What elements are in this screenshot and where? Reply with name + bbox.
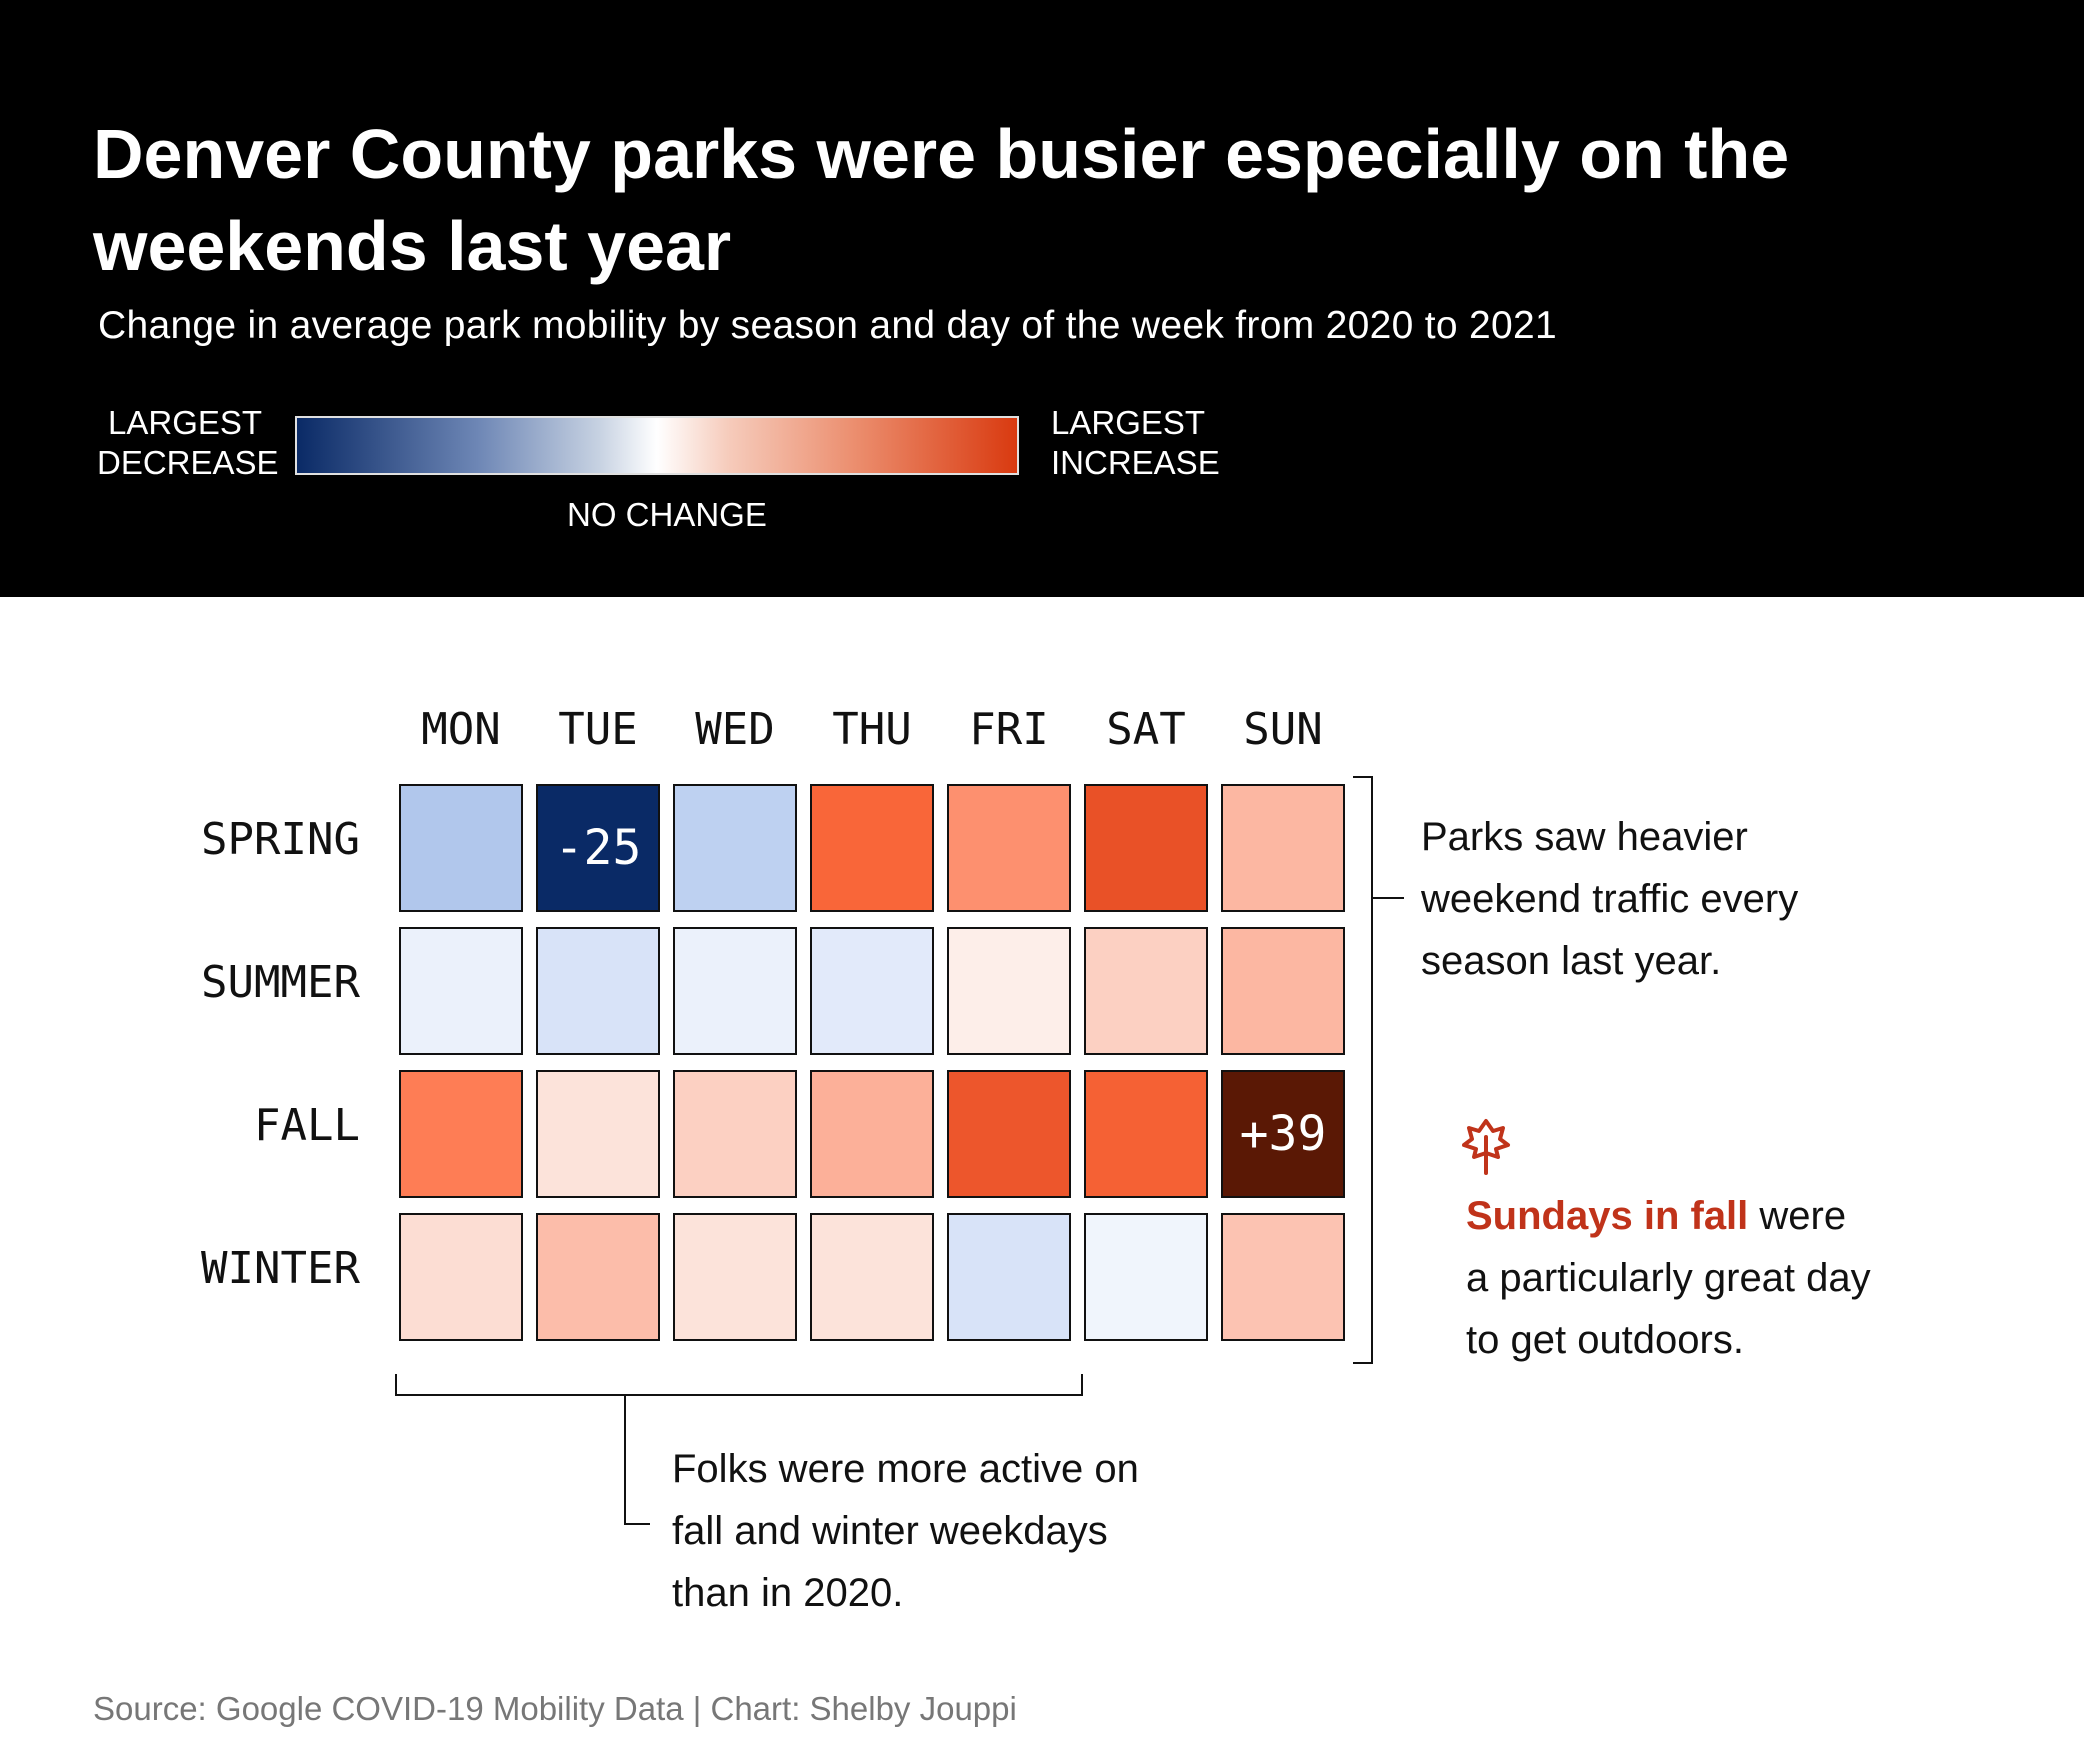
sunday-annotation-line3: to get outdoors.	[1466, 1318, 1744, 1362]
sunday-highlight: Sundays in fall	[1466, 1194, 1749, 1238]
row-label-spring: SPRING	[201, 814, 360, 865]
header-band: Denver County parks were busier especial…	[0, 0, 2084, 597]
weekday-bracket-foot	[624, 1523, 650, 1525]
weekday-annotation-line1: Folks were more active on	[672, 1447, 1139, 1491]
legend-right-line2: INCREASE	[1051, 444, 1220, 481]
column-label-sun: SUN	[1243, 704, 1323, 755]
heatmap-cell-winter-mon	[399, 1213, 523, 1341]
sunday-annotation-line2: a particularly great day	[1466, 1256, 1871, 1300]
heatmap-cell-winter-thu	[810, 1213, 934, 1341]
legend-left-line1: LARGEST	[108, 404, 263, 441]
legend-gradient	[295, 416, 1019, 475]
heatmap-cell-winter-fri	[947, 1213, 1071, 1341]
legend-left-line2: DECREASE	[97, 444, 279, 481]
heatmap-cell-spring-thu	[810, 784, 934, 912]
weekend-bracket-vertical	[1371, 776, 1373, 1364]
row-label-winter: WINTER	[201, 1243, 360, 1294]
heatmap-cell-summer-sat	[1084, 927, 1208, 1055]
heatmap-cell-spring-tue	[536, 784, 660, 912]
weekend-annotation-line2: weekend traffic every	[1421, 877, 1799, 921]
weekday-bracket-right	[1081, 1374, 1083, 1396]
weekend-annotation-line3: season last year.	[1421, 939, 1722, 983]
cell-value-label: +39	[1239, 1106, 1327, 1162]
cell-value-label: -25	[554, 820, 642, 876]
heatmap-cell-spring-sat	[1084, 784, 1208, 912]
chart-title: Denver County parks were busier especial…	[93, 115, 1790, 285]
column-label-mon: MON	[421, 704, 501, 755]
heatmap-cell-fall-sun	[1221, 1070, 1345, 1198]
sunday-annotation-line1: Sundays in fall were	[1466, 1185, 1871, 1247]
heatmap-cell-spring-wed	[673, 784, 797, 912]
heatmap-cell-spring-sun	[1221, 784, 1345, 912]
source-credit: Source: Google COVID-19 Mobility Data | …	[93, 1690, 1017, 1727]
heatmap-cell-summer-sun	[1221, 927, 1345, 1055]
heatmap-cell-summer-wed	[673, 927, 797, 1055]
weekday-bracket-horizontal	[395, 1394, 1083, 1396]
weekday-bracket-left	[395, 1374, 397, 1396]
heatmap-cell-winter-wed	[673, 1213, 797, 1341]
heatmap-cell-spring-fri	[947, 784, 1071, 912]
weekday-annotation-line2: fall and winter weekdays	[672, 1509, 1108, 1553]
weekend-bracket-top	[1353, 776, 1373, 778]
column-label-sat: SAT	[1106, 704, 1186, 755]
column-label-fri: FRI	[969, 704, 1049, 755]
column-label-wed: WED	[695, 704, 775, 755]
heatmap-cell-fall-thu	[810, 1070, 934, 1198]
heatmap-cell-summer-mon	[399, 927, 523, 1055]
sunday-annotation: Sundays in fall were a particularly grea…	[1466, 1185, 1871, 1371]
heatmap-cell-winter-sat	[1084, 1213, 1208, 1341]
row-label-summer: SUMMER	[201, 957, 360, 1008]
weekend-bracket-pointer	[1373, 897, 1404, 899]
legend-left-label: LARGEST DECREASE	[97, 403, 279, 483]
heatmap-cell-winter-sun	[1221, 1213, 1345, 1341]
weekend-annotation: Parks saw heavier weekend traffic every …	[1421, 806, 1798, 992]
column-label-thu: THU	[832, 704, 912, 755]
heatmap-cell-fall-fri	[947, 1070, 1071, 1198]
legend-right-line1: LARGEST	[1051, 404, 1206, 441]
weekday-annotation: Folks were more active on fall and winte…	[672, 1438, 1139, 1624]
heatmap-cell-spring-mon	[399, 784, 523, 912]
heatmap-cell-winter-tue	[536, 1213, 660, 1341]
weekday-annotation-line3: than in 2020.	[672, 1571, 904, 1615]
tree-icon	[1462, 1119, 1510, 1175]
heatmap-cell-fall-sat	[1084, 1070, 1208, 1198]
heatmap-cell-summer-thu	[810, 927, 934, 1055]
row-label-fall: FALL	[254, 1100, 360, 1151]
chart-subtitle: Change in average park mobility by seaso…	[98, 304, 1557, 347]
weekday-bracket-stem	[624, 1396, 626, 1525]
weekend-bracket-bottom	[1353, 1362, 1373, 1364]
heatmap-cell-fall-wed	[673, 1070, 797, 1198]
heatmap-cell-fall-tue	[536, 1070, 660, 1198]
legend-center-label: NO CHANGE	[567, 496, 767, 533]
legend-right-label: LARGEST INCREASE	[1051, 403, 1220, 483]
heatmap-cell-summer-tue	[536, 927, 660, 1055]
heatmap-cell-summer-fri	[947, 927, 1071, 1055]
weekend-annotation-line1: Parks saw heavier	[1421, 815, 1748, 859]
sunday-rest: were	[1748, 1194, 1847, 1238]
column-label-tue: TUE	[558, 704, 638, 755]
heatmap-cell-fall-mon	[399, 1070, 523, 1198]
